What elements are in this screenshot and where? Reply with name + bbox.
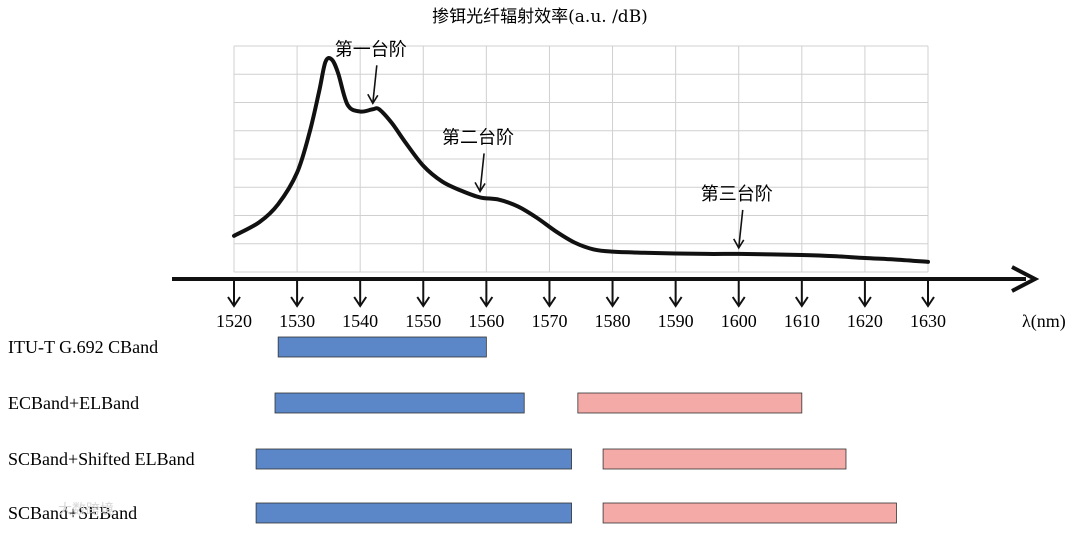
x-tick-label: 1580	[595, 311, 631, 331]
x-tick-label: 1610	[784, 311, 820, 331]
x-tick-label: 1630	[910, 311, 946, 331]
annotation-label-3: 第三台阶	[701, 184, 773, 205]
x-tick-label: 1520	[216, 311, 252, 331]
tick-arrow-head	[416, 296, 431, 308]
band-layer: ITU-T G.692 CBand ECBand+ELBand SCBand+Shi…	[8, 336, 897, 524]
tick-arrow-head	[858, 296, 872, 308]
annotation-arrow-3	[737, 209, 744, 249]
band-bar-4-1	[255, 502, 572, 524]
annotation-arrowhead-2	[474, 182, 486, 193]
annotation-label-1: 第一台阶	[335, 39, 407, 60]
annotation-arrowhead-3	[733, 238, 745, 250]
watermark: 大数跨境	[58, 502, 114, 518]
x-tick-label: 1590	[658, 311, 694, 331]
band-bar-3-1	[255, 448, 572, 470]
x-tick-label: 1540	[342, 311, 378, 331]
tick-arrow-head	[605, 296, 620, 308]
annotation-arrow-2	[479, 153, 485, 192]
band-bar-2-1	[274, 392, 525, 414]
x-axis-label: λ(nm)	[1022, 311, 1066, 332]
x-tick-label: 1600	[721, 311, 757, 331]
band-label-1: ITU-T G.692 CBand	[8, 337, 158, 357]
band-bar-1-1	[277, 336, 487, 358]
band-bar-4-2	[602, 502, 897, 524]
x-tick-label: 1560	[468, 311, 504, 331]
tick-arrow-head	[668, 296, 683, 308]
band-label-4: SCBand+SEBand	[8, 503, 137, 523]
band-label-3: SCBand+Shifted ELBand	[8, 449, 195, 469]
spectrum-curve	[232, 56, 930, 264]
tick-arrow-head	[290, 296, 304, 308]
chart-title: 掺铒光纤辐射效率(a.u. /dB)	[432, 7, 648, 27]
x-tick-label: 1550	[405, 311, 441, 331]
tick-arrow-head	[921, 296, 935, 308]
x-axis: 1520 1530 1540 1550 1560 1570 1580 1590 1600 1610…	[172, 265, 1040, 331]
x-tick-label: 1530	[279, 311, 315, 331]
tick-arrow-head	[353, 296, 368, 308]
curve-layer	[232, 56, 930, 264]
annotation-label-2: 第二台阶	[442, 127, 514, 148]
tick-arrow-head	[542, 296, 557, 308]
grid	[233, 45, 929, 273]
tick-arrow-head	[794, 296, 809, 308]
tick-arrow-head	[227, 296, 241, 308]
annotation-arrow-1	[372, 65, 378, 104]
annotation-arrowhead-1	[367, 93, 379, 105]
x-tick-label: 1620	[847, 311, 883, 331]
x-axis-arrowhead	[1011, 265, 1040, 293]
band-bar-3-2	[602, 448, 847, 470]
tick-arrow-head	[731, 296, 746, 308]
band-label-2: ECBand+ELBand	[8, 393, 139, 413]
tick-arrow-head	[479, 296, 494, 308]
x-tick-label: 1570	[531, 311, 567, 331]
band-bar-2-2	[577, 392, 803, 414]
